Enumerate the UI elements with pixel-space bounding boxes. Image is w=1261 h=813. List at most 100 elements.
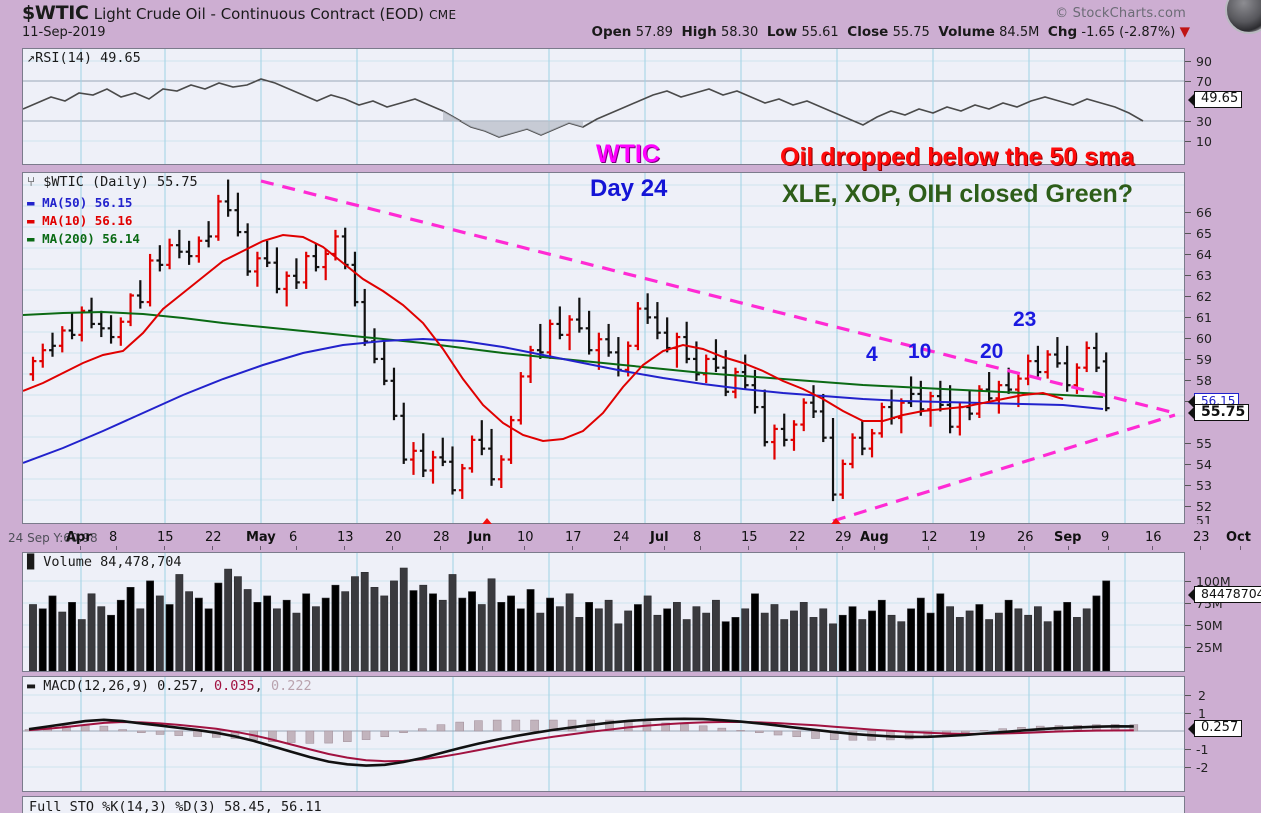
date-tick-13: 13 — [337, 530, 354, 545]
macd-panel: ▬ MACD(12,26,9) 0.257, 0.035, 0.222 — [22, 676, 1185, 792]
rsi-panel: ↗RSI(14) 49.65 — [22, 48, 1185, 165]
date-tick-mark — [796, 546, 797, 550]
date-tick-26: 26 — [1017, 530, 1034, 545]
date-tick-23: 23 — [1193, 530, 1210, 545]
rsi-value-label: 49.65 — [1187, 91, 1243, 108]
date-tick-8: 8 — [109, 530, 118, 545]
date-tick-mark — [524, 546, 525, 550]
macd-tick-neg1: -1 — [1196, 742, 1209, 757]
date-tick-mark — [748, 546, 749, 550]
price-tick-55: 55 — [1196, 436, 1212, 451]
trendline-upper — [260, 179, 1176, 415]
volume-plot — [23, 553, 1184, 671]
price-tick-59: 59 — [1196, 352, 1212, 367]
date-tick-mark — [116, 546, 117, 550]
date-tick-28: 28 — [433, 530, 450, 545]
date-tick-container: Apr 8 15 22 May 6 13 20 28 Jun 10 17 24 Jul 8 15 22 29 Aug… — [0, 524, 1261, 552]
date-tick-mark — [664, 546, 665, 550]
stockcharts-watermark: © StockCharts.com — [1055, 6, 1186, 21]
date-tick-mark — [572, 546, 573, 550]
ma50-legend: ▬ MA(50) 56.15 — [27, 195, 133, 210]
close-label: Close — [847, 24, 889, 40]
price-y-axis: 66 65 64 63 62 61 60 59 58 57 55 54 53 5… — [1185, 172, 1261, 528]
window-corner-knob[interactable] — [1225, 0, 1261, 34]
date-tick-mark — [1240, 546, 1241, 550]
volume-value: 84.5M — [999, 25, 1040, 40]
date-tick-10: 10 — [517, 530, 534, 545]
ma200-swatch-icon: ▬ — [27, 231, 35, 246]
date-tick-15: 15 — [157, 530, 174, 545]
ma200-legend: ▬ MA(200) 56.14 — [27, 231, 140, 246]
rsi-tick-30: 30 — [1196, 114, 1212, 129]
date-tick-may: May — [246, 530, 276, 545]
volume-value-label: 84478704 — [1188, 586, 1261, 603]
price-tick-53: 53 — [1196, 478, 1212, 493]
volume-legend: ▉ Volume 84,478,704 — [27, 554, 182, 570]
date-tick-mark — [392, 546, 393, 550]
high-label: High — [681, 24, 717, 40]
price-tick-60: 60 — [1196, 331, 1212, 346]
volume-panel: ▉ Volume 84,478,704 — [22, 552, 1185, 672]
price-tick-64: 64 — [1196, 247, 1212, 262]
symbol-exchange: CME — [429, 8, 457, 22]
chg-label: Chg — [1047, 24, 1078, 40]
price-tick-66: 66 — [1196, 205, 1212, 220]
close-value: 55.75 — [892, 25, 930, 40]
date-tick-mark — [1108, 546, 1109, 550]
symbol-ticker[interactable]: $WTIC — [22, 2, 89, 24]
date-tick-mark — [700, 546, 701, 550]
high-value: 58.30 — [721, 25, 759, 40]
indicator-line-icon: ↗ — [27, 50, 36, 66]
low-label: Low — [766, 24, 798, 40]
date-tick-mark — [164, 546, 165, 550]
macd-plot — [23, 677, 1184, 791]
copyright-icon: © — [1055, 6, 1069, 21]
date-tick-22: 22 — [205, 530, 222, 545]
rsi-plot — [23, 49, 1184, 164]
ma10-swatch-icon: ▬ — [27, 213, 35, 228]
trendline-lower — [832, 413, 1176, 523]
open-label: Open — [591, 24, 632, 40]
date-tick-20: 20 — [385, 530, 402, 545]
macd-hist-value: 0.222 — [270, 678, 312, 694]
date-tick-12: 12 — [921, 530, 938, 545]
open-value: 57.89 — [635, 25, 673, 40]
date-tick-jul: Jul — [650, 530, 669, 545]
date-tick-mark — [212, 546, 213, 550]
price-tick-58: 58 — [1196, 373, 1212, 388]
date-tick-mark — [440, 546, 441, 550]
symbol-line: $WTIC Light Crude Oil - Continuous Contr… — [22, 2, 456, 24]
price-tick-63: 63 — [1196, 268, 1212, 283]
date-tick-mark — [344, 546, 345, 550]
macd-signal-value: 0.035 — [214, 678, 255, 694]
macd-value-label: 0.257 — [1187, 720, 1243, 737]
price-tick-52: 52 — [1196, 499, 1212, 514]
annotation-etf-note: XLE, XOP, OIH closed Green? — [782, 180, 1134, 208]
price-tick-65: 65 — [1196, 226, 1212, 241]
date-tick-oct: Oct — [1226, 530, 1251, 545]
candlestick-icon: ⑂ — [27, 174, 36, 190]
down-triangle-icon: ▼ — [1179, 24, 1190, 40]
cursor-readout: 24 Sep Y:60.98 — [8, 531, 98, 545]
current-price-label: 55.75 — [1187, 404, 1250, 421]
macd-legend: ▬ MACD(12,26,9) 0.257, 0.035, 0.222 — [27, 678, 312, 694]
day-number-10: 10 — [908, 340, 932, 363]
date-tick-aug: Aug — [860, 530, 889, 545]
volume-tick-50m: 50M — [1196, 618, 1223, 633]
date-tick-29: 29 — [835, 530, 852, 545]
stochastic-legend: Full STO %K(14,3) %D(3) 58.45, 56.11 — [29, 799, 322, 813]
macd-line-icon: ▬ — [27, 678, 36, 694]
macd-tick-2: 2 — [1198, 688, 1206, 703]
macd-tick-1: 1 — [1198, 706, 1206, 721]
annotation-wtic: WTIC — [596, 140, 660, 168]
date-tick-mark — [874, 546, 875, 550]
annotation-oil-note: Oil dropped below the 50 sma — [780, 143, 1135, 171]
stochastic-panel: Full STO %K(14,3) %D(3) 58.45, 56.11 — [22, 796, 1185, 813]
volume-tick-25m: 25M — [1196, 640, 1223, 655]
price-tick-61: 61 — [1196, 310, 1212, 325]
date-tick-15: 15 — [741, 530, 758, 545]
volume-label: Volume — [938, 24, 995, 40]
date-tick-9: 9 — [1101, 530, 1110, 545]
symbol-description: Light Crude Oil - Continuous Contract (E… — [93, 5, 425, 23]
